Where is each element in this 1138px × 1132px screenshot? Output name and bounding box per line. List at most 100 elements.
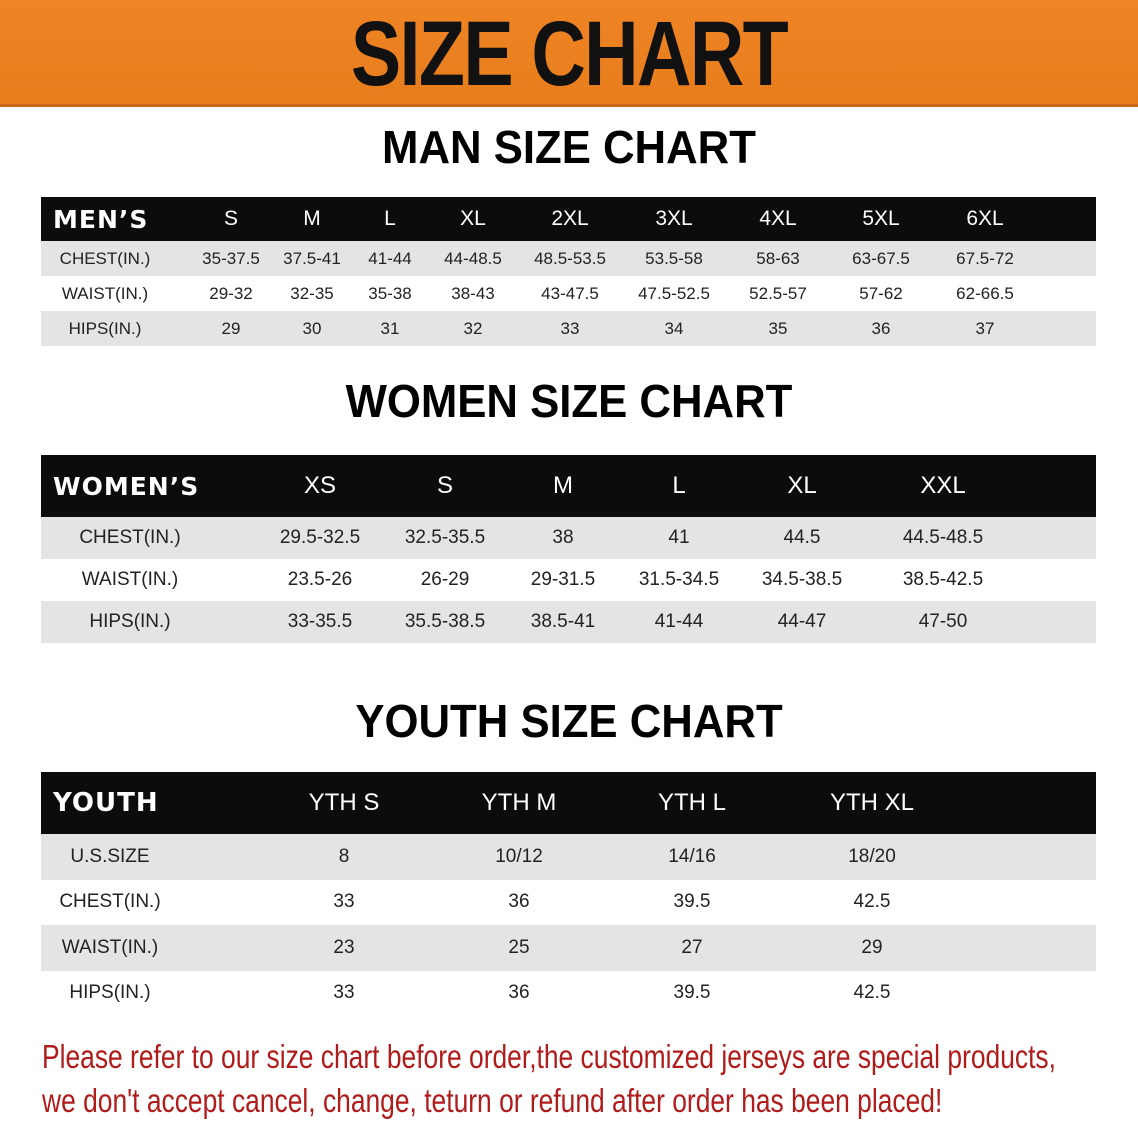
youth-measurement-cell: 8 bbox=[338, 845, 350, 867]
youth-measurement-cell: 14/16 bbox=[668, 845, 716, 867]
men-size-header: L bbox=[384, 207, 396, 230]
youth-table-row: U.S.SIZE 8 10/12 14/16 18/20 bbox=[41, 834, 1096, 880]
men-measurement-cell: 30 bbox=[302, 318, 322, 338]
men-measurement-cell: 34 bbox=[664, 318, 684, 338]
women-measurement-cell: 29.5-32.5 bbox=[279, 527, 361, 548]
women-measurement-cell: 47-50 bbox=[918, 611, 968, 632]
youth-measurement-cell: 27 bbox=[681, 936, 703, 958]
banner-title: SIZE CHART bbox=[350, 3, 789, 105]
youth-row-label: WAIST(IN.) bbox=[61, 936, 159, 958]
men-measurement-cell: 31 bbox=[380, 318, 400, 338]
youth-size-header: YTH M bbox=[481, 789, 557, 816]
notice-line-2: we don't accept cancel, change, teturn o… bbox=[42, 1082, 943, 1119]
women-size-header: M bbox=[553, 472, 573, 499]
men-size-header: S bbox=[223, 207, 239, 230]
men-size-header: M bbox=[303, 207, 321, 230]
men-header-label: MEN’S bbox=[53, 204, 149, 234]
men-measurement-cell: 33 bbox=[560, 318, 580, 338]
youth-size-table: YOUTH YTH S YTH M YTH L YTH XL U.S.SIZE 8 10/12… bbox=[41, 772, 1096, 1016]
youth-measurement-cell: 36 bbox=[508, 891, 530, 913]
men-size-header: XL bbox=[460, 207, 486, 230]
youth-measurement-cell: 29 bbox=[861, 936, 883, 958]
men-measurement-cell: 35-37.5 bbox=[202, 248, 260, 268]
youth-header-label: YOUTH bbox=[53, 788, 159, 818]
women-size-header: L bbox=[672, 472, 686, 499]
women-measurement-cell: 34.5-38.5 bbox=[761, 569, 843, 590]
men-measurement-cell: 32-35 bbox=[290, 283, 334, 303]
women-size-table: WOMEN’S XS S M L XL XXL CHEST(IN.) 29.5-32.5 32.5… bbox=[41, 455, 1096, 643]
women-size-header: XXL bbox=[920, 472, 966, 499]
women-row-label: WAIST(IN.) bbox=[81, 569, 179, 590]
men-measurement-cell: 29-32 bbox=[209, 283, 253, 303]
men-measurement-cell: 35 bbox=[768, 318, 788, 338]
men-size-header: 6XL bbox=[966, 207, 1004, 230]
men-measurement-cell: 32 bbox=[463, 318, 483, 338]
youth-size-header: YTH S bbox=[308, 789, 380, 816]
men-measurement-cell: 36 bbox=[871, 318, 891, 338]
women-measurement-cell: 29-31.5 bbox=[530, 569, 596, 590]
women-row-label: CHEST(IN.) bbox=[79, 527, 181, 548]
men-measurement-cell: 52.5-57 bbox=[749, 283, 807, 303]
youth-measurement-cell: 33 bbox=[333, 891, 355, 913]
women-measurement-cell: 31.5-34.5 bbox=[638, 569, 720, 590]
men-table-row: CHEST(IN.) 35-37.5 37.5-41 41-44 44-48.5 48.5… bbox=[41, 241, 1096, 276]
youth-row-label: HIPS(IN.) bbox=[69, 982, 151, 1004]
women-measurement-cell: 33-35.5 bbox=[287, 611, 353, 632]
youth-measurement-cell: 18/20 bbox=[848, 845, 896, 867]
youth-size-header: YTH XL bbox=[829, 789, 915, 816]
banner: SIZE CHART bbox=[0, 0, 1138, 107]
men-measurement-cell: 35-38 bbox=[368, 283, 412, 303]
men-row-label: HIPS(IN.) bbox=[68, 318, 142, 338]
youth-row-label: U.S.SIZE bbox=[70, 845, 150, 867]
women-measurement-cell: 26-29 bbox=[420, 569, 470, 590]
youth-measurement-cell: 25 bbox=[508, 936, 530, 958]
women-section-title: WOMEN SIZE CHART bbox=[345, 375, 793, 427]
women-measurement-cell: 38 bbox=[552, 527, 574, 548]
youth-measurement-cell: 10/12 bbox=[495, 845, 543, 867]
women-row-label: HIPS(IN.) bbox=[89, 611, 171, 632]
youth-header-row: YOUTH YTH S YTH M YTH L YTH XL bbox=[41, 772, 1096, 834]
women-table-row: HIPS(IN.) 33-35.5 35.5-38.5 38.5-41 41-44 44-… bbox=[41, 601, 1096, 643]
youth-table-row: CHEST(IN.) 33 36 39.5 42.5 bbox=[41, 879, 1096, 925]
men-size-header: 3XL bbox=[655, 207, 693, 230]
men-size-header: 2XL bbox=[551, 207, 589, 230]
men-measurement-cell: 37.5-41 bbox=[283, 248, 341, 268]
women-size-header: XL bbox=[787, 472, 817, 499]
men-measurement-cell: 37 bbox=[975, 318, 995, 338]
youth-measurement-cell: 33 bbox=[333, 982, 355, 1004]
men-measurement-cell: 41-44 bbox=[368, 248, 412, 268]
youth-table-row: WAIST(IN.) 23 25 27 29 bbox=[41, 925, 1096, 971]
youth-measurement-cell: 42.5 bbox=[853, 891, 891, 913]
men-size-header: 5XL bbox=[862, 207, 900, 230]
men-measurement-cell: 67.5-72 bbox=[956, 248, 1014, 268]
youth-row-label: CHEST(IN.) bbox=[59, 891, 161, 913]
men-measurement-cell: 58-63 bbox=[756, 248, 800, 268]
men-row-label: CHEST(IN.) bbox=[59, 248, 151, 268]
men-size-table: MEN’S S M L XL 2XL 3XL 4XL 5XL 6XL CHEST(IN.) 35-37… bbox=[41, 197, 1096, 346]
women-size-header: S bbox=[436, 472, 454, 499]
youth-section-title: YOUTH SIZE CHART bbox=[355, 695, 783, 747]
women-measurement-cell: 38.5-41 bbox=[530, 611, 596, 632]
women-measurement-cell: 44-47 bbox=[777, 611, 827, 632]
women-table-row: WAIST(IN.) 23.5-26 26-29 29-31.5 31.5-34.5 34… bbox=[41, 559, 1096, 601]
men-measurement-cell: 48.5-53.5 bbox=[534, 248, 606, 268]
men-table-row: HIPS(IN.) 29 30 31 32 33 34 35 36 37 bbox=[41, 311, 1096, 346]
youth-measurement-cell: 39.5 bbox=[673, 891, 711, 913]
youth-table-row: HIPS(IN.) 33 36 39.5 42.5 bbox=[41, 970, 1096, 1016]
women-measurement-cell: 41-44 bbox=[654, 611, 704, 632]
men-measurement-cell: 38-43 bbox=[451, 283, 495, 303]
women-measurement-cell: 32.5-35.5 bbox=[404, 527, 486, 548]
women-measurement-cell: 44.5-48.5 bbox=[902, 527, 984, 548]
women-measurement-cell: 35.5-38.5 bbox=[404, 611, 486, 632]
men-size-header: 4XL bbox=[759, 207, 797, 230]
women-table-row: CHEST(IN.) 29.5-32.5 32.5-35.5 38 41 44.5 44.5… bbox=[41, 517, 1096, 559]
men-measurement-cell: 43-47.5 bbox=[541, 283, 599, 303]
men-measurement-cell: 44-48.5 bbox=[444, 248, 502, 268]
youth-size-header: YTH L bbox=[657, 789, 727, 816]
women-size-header: XS bbox=[303, 472, 337, 499]
youth-measurement-cell: 23 bbox=[333, 936, 355, 958]
women-header-label: WOMEN’S bbox=[53, 471, 200, 501]
men-measurement-cell: 62-66.5 bbox=[956, 283, 1014, 303]
women-measurement-cell: 44.5 bbox=[783, 527, 821, 548]
men-measurement-cell: 63-67.5 bbox=[852, 248, 910, 268]
